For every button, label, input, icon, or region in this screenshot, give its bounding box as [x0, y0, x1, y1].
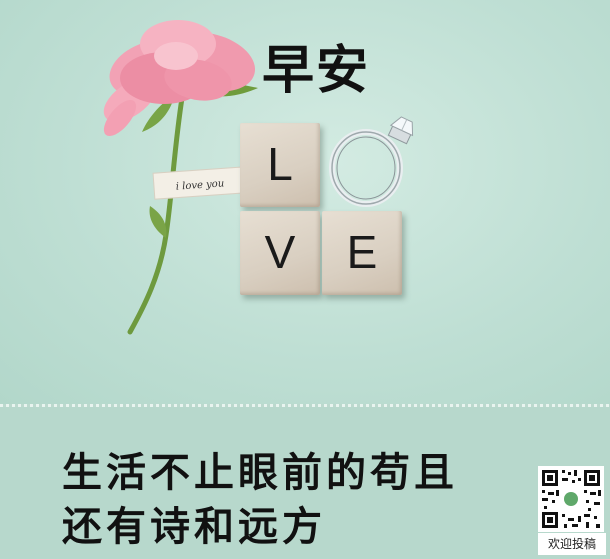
letter-tile-l: L [240, 123, 320, 207]
tile-letter: E [346, 226, 378, 278]
section-divider [0, 404, 610, 407]
caption-line-1: 生活不止眼前的苟且 [62, 450, 458, 496]
qr-code-icon[interactable] [538, 466, 604, 532]
letter-tile-v: V [240, 211, 320, 295]
caption-line-2: 还有诗和远方 [62, 504, 326, 550]
flower-icon: i love you [103, 20, 258, 335]
tag-label: i love you [175, 178, 224, 192]
greeting-title: 早安 [262, 41, 371, 101]
tile-letter: L [267, 138, 293, 190]
ring-icon [329, 116, 414, 207]
qr-label: 欢迎投稿 [538, 533, 606, 555]
tile-letter: V [264, 226, 296, 278]
caption-area [0, 407, 610, 559]
letter-tile-e: E [322, 211, 402, 295]
